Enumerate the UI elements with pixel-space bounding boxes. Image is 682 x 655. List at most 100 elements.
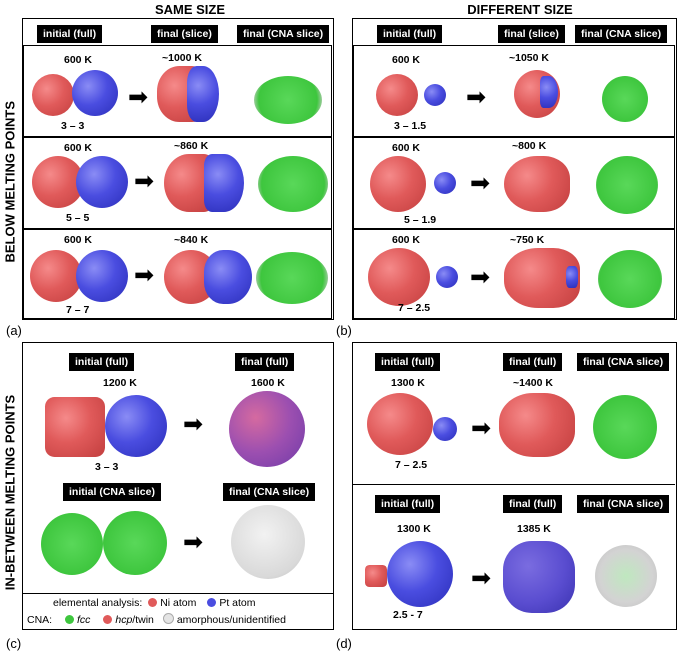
final-cna-slice <box>258 156 328 212</box>
panel-a-row-2: 600 K ~860 K 5 – 5 ➡ <box>23 137 332 229</box>
legend-amorphous: amorphous/unidentified <box>176 614 286 626</box>
size-ratio: 3 – 3 <box>95 461 119 473</box>
temp-initial: 1200 K <box>103 377 137 389</box>
pt-particle <box>76 156 128 208</box>
pt-particle <box>105 395 167 457</box>
panel-d-row-2: initial (full) final (full) final (CNA s… <box>353 485 675 629</box>
ni-dot-icon <box>148 598 158 607</box>
legend-fcc: fcc <box>77 614 91 626</box>
legend-twin: /twin <box>132 614 154 626</box>
temp-final: ~840 K <box>174 234 209 246</box>
same-size-header: SAME SIZE <box>154 2 226 17</box>
panel-b-row-2: 600 K ~800 K 5 – 1.9 ➡ <box>353 137 675 229</box>
arrow-icon: ➡ <box>471 415 492 442</box>
arrow-icon: ➡ <box>470 264 491 291</box>
temp-initial: 1300 K <box>397 523 431 535</box>
ni-particle <box>376 74 418 116</box>
arrow-icon: ➡ <box>470 170 491 197</box>
panel-c-col-initial: initial (full) <box>69 353 135 371</box>
legend-pt: Pt atom <box>219 597 256 609</box>
temp-final: ~1050 K <box>509 52 549 64</box>
temp-final: 1385 K <box>517 523 551 535</box>
ni-particle <box>32 74 74 116</box>
panel-b-col-final-cna: final (CNA slice) <box>575 25 668 43</box>
panel-a: initial (full) final (slice) final (CNA … <box>22 18 334 320</box>
between-melting-label: IN-BETWEEN MELTING POINTS <box>2 394 18 591</box>
panel-d-col-final-cna: final (CNA slice) <box>577 353 670 371</box>
temp-final: 1600 K <box>251 377 285 389</box>
size-ratio: 7 – 2.5 <box>395 459 428 471</box>
pt-particle <box>424 84 446 106</box>
panel-d-col-final-full: final (full) <box>503 353 563 371</box>
panel-b-col-final-slice: final (slice) <box>498 25 565 43</box>
legend-hcp: hcp <box>115 614 133 626</box>
ni-particle <box>365 565 387 587</box>
panel-b-row-1: 600 K ~1050 K 3 – 1.5 ➡ <box>353 45 675 137</box>
arrow-icon: ➡ <box>128 84 149 111</box>
legend-cna-label: CNA: <box>27 614 53 626</box>
panel-a-col-final-slice: final (slice) <box>151 25 218 43</box>
final-cna-slice <box>256 252 328 304</box>
panel-d: initial (full) final (full) final (CNA s… <box>352 342 677 630</box>
legend-ni: Ni atom <box>160 597 197 609</box>
temp-final: ~1000 K <box>162 52 202 64</box>
final-cna-slice <box>596 156 658 214</box>
size-ratio: 3 – 3 <box>61 120 85 132</box>
arrow-icon: ➡ <box>183 411 204 438</box>
arrow-icon: ➡ <box>134 262 155 289</box>
arrow-icon: ➡ <box>183 529 204 556</box>
final-full-mixed <box>503 541 575 613</box>
panel-b: initial (full) final (slice) final (CNA … <box>352 18 677 320</box>
size-ratio: 7 – 2.5 <box>398 302 431 314</box>
panel-b-label: (b) <box>336 323 352 338</box>
panel-d-label: (d) <box>336 636 352 651</box>
final-slice-ni <box>504 156 570 212</box>
temp-final: ~750 K <box>510 234 545 246</box>
temp-initial: 600 K <box>392 234 421 246</box>
pt-particle <box>434 172 456 194</box>
pt-particle <box>436 266 458 288</box>
final-cna-slice <box>593 395 657 459</box>
temp-final: ~860 K <box>174 140 209 152</box>
temp-initial: 600 K <box>64 142 93 154</box>
panel-c-label: (c) <box>6 636 22 651</box>
hcp-dot-icon <box>103 615 113 624</box>
pt-particle <box>387 541 453 607</box>
legend-cna: CNA: fcc hcp/twin amorphous/unidentified <box>27 613 286 626</box>
initial-cna-ni <box>41 513 103 575</box>
panel-a-col-initial: initial (full) <box>37 25 103 43</box>
final-cna-slice <box>595 545 657 607</box>
pt-particle <box>72 70 118 116</box>
panel-b-row-3: 600 K ~750 K 7 – 2.5 ➡ <box>353 229 675 319</box>
panel-a-row-3: 600 K ~840 K 7 – 7 ➡ <box>23 229 332 319</box>
temp-initial: 600 K <box>392 54 421 66</box>
panel-c-col-final-cna: final (CNA slice) <box>223 483 316 501</box>
panel-d-col-initial: initial (full) <box>375 353 441 371</box>
panel-d-row-1: initial (full) final (full) final (CNA s… <box>353 343 675 485</box>
pt-particle <box>76 250 128 302</box>
panel-c-col-final: final (full) <box>235 353 295 371</box>
temp-final: ~800 K <box>512 140 547 152</box>
temp-initial: 1300 K <box>391 377 425 389</box>
temp-initial: 600 K <box>64 54 93 66</box>
arrow-icon: ➡ <box>134 168 155 195</box>
ni-particle <box>367 393 433 455</box>
ni-particle <box>368 248 430 306</box>
final-slice-pt <box>204 250 252 304</box>
temp-initial: 600 K <box>392 142 421 154</box>
final-cna-slice <box>254 76 322 124</box>
legend-elemental: elemental analysis: Ni atom Pt atom <box>53 597 256 609</box>
ni-particle <box>32 156 84 208</box>
ni-particle <box>370 156 426 212</box>
final-slice-pt <box>566 266 578 288</box>
amorphous-dot-icon <box>162 613 174 624</box>
panel-c: initial (full) final (full) 1200 K 1600 … <box>22 342 334 630</box>
different-size-header: DIFFERENT SIZE <box>467 2 573 17</box>
legend-divider <box>23 593 333 594</box>
panel-d-col-initial: initial (full) <box>375 495 441 513</box>
panel-b-col-initial: initial (full) <box>377 25 443 43</box>
temp-initial: 600 K <box>64 234 93 246</box>
panel-c-col-initial-cna: initial (CNA slice) <box>63 483 161 501</box>
final-cna-slice <box>598 250 662 308</box>
final-full-mixed <box>229 391 305 467</box>
